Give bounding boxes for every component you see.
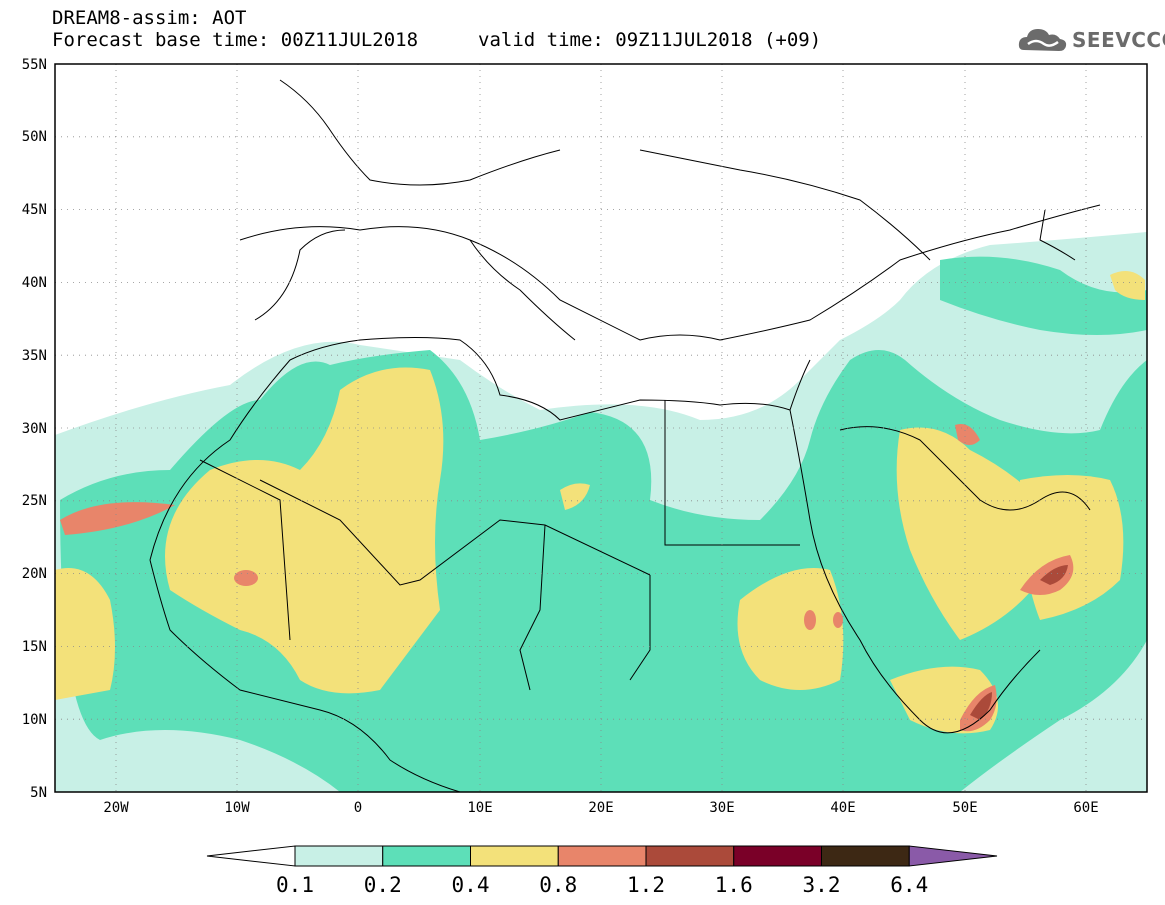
lat-label: 50N: [22, 129, 47, 145]
valid-time: valid time: 09Z11JUL2018 (+09): [478, 29, 822, 51]
lon-label: 40E: [830, 800, 855, 816]
colorbar-label: 1.2: [627, 873, 665, 897]
forecast-base-time: Forecast base time: 00Z11JUL2018: [52, 29, 419, 51]
lon-label: 30E: [709, 800, 734, 816]
colorbar-segment: [294, 845, 384, 867]
colorbar-segment: [821, 845, 910, 867]
logo-text: SEEVCCC: [1072, 28, 1165, 52]
colorbar-over-arrow: [908, 845, 998, 867]
seevccc-logo: SEEVCCC: [1016, 22, 1165, 58]
coastlines: [149, 79, 1101, 792]
map-frame: [54, 63, 1148, 793]
longitude-labels: 20W 10W 0 10E 20E 30E 40E 50E 60E: [103, 800, 1098, 816]
colorbar-segment: [557, 845, 647, 867]
colorbar-label: 6.4: [890, 873, 928, 897]
lat-label: 30N: [22, 421, 47, 437]
graticule: [55, 64, 1147, 792]
colorbar-segment: [733, 845, 822, 867]
lat-label: 40N: [22, 275, 47, 291]
lat-label: 25N: [22, 493, 47, 509]
map-title: DREAM8-assim: AOT: [52, 7, 247, 29]
colorbar-label: 0.1: [276, 873, 314, 897]
colorbar-segment: [645, 845, 735, 867]
colorbar-under-arrow: [206, 845, 296, 867]
colorbar: 0.1 0.2 0.4 0.8 1.2 1.6 3.2 6.4: [206, 845, 998, 897]
lat-label: 35N: [22, 348, 47, 364]
lat-label: 5N: [30, 785, 47, 801]
lat-label: 45N: [22, 202, 47, 218]
lon-label: 20E: [588, 800, 613, 816]
colorbar-label: 0.8: [539, 873, 577, 897]
lat-label: 15N: [22, 639, 47, 655]
lon-label: 0: [354, 800, 362, 816]
colorbar-label: 0.2: [364, 873, 402, 897]
aot-band-1.2: [970, 565, 1068, 720]
lon-label: 50E: [952, 800, 977, 816]
lon-label: 10E: [467, 800, 492, 816]
latitude-labels: 55N 50N 45N 40N 35N 30N 25N 20N 15N 10N …: [22, 57, 47, 801]
colorbar-label: 3.2: [803, 873, 841, 897]
aot-field: [55, 232, 1147, 792]
cloud-icon: [1018, 29, 1067, 51]
colorbar-label: 1.6: [715, 873, 753, 897]
lat-label: 20N: [22, 566, 47, 582]
lon-label: 20W: [103, 800, 129, 816]
lon-label: 10W: [224, 800, 250, 816]
lon-label: 60E: [1073, 800, 1098, 816]
colorbar-segment: [470, 845, 559, 867]
lat-label: 10N: [22, 712, 47, 728]
colorbar-segment: [382, 845, 471, 867]
colorbar-label: 0.4: [452, 873, 490, 897]
lat-label: 55N: [22, 57, 47, 73]
